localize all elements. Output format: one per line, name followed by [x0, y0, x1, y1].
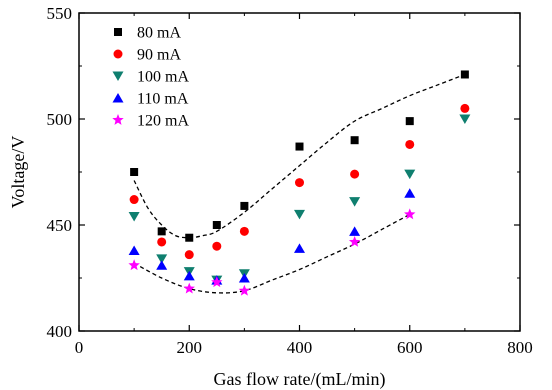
- series-110-ma: [128, 188, 416, 285]
- data-point: [238, 273, 250, 283]
- data-point: [295, 142, 304, 151]
- data-point: [156, 260, 168, 270]
- x-tick-label: 800: [507, 338, 533, 357]
- legend-marker: [112, 93, 124, 103]
- y-tick-label: 550: [47, 4, 73, 23]
- axis-tick-labels: 0 200 400 600 800 400 450 500 550: [47, 4, 533, 357]
- data-point: [349, 197, 361, 207]
- data-point: [460, 70, 469, 79]
- legend-marker: [114, 28, 122, 36]
- y-tick-label: 450: [47, 216, 73, 235]
- data-point: [212, 241, 222, 251]
- series-120-ma: [128, 208, 416, 296]
- legend-label: 110 mA: [137, 91, 189, 108]
- legend-marker: [113, 49, 123, 59]
- data-point: [183, 270, 195, 281]
- data-point: [211, 276, 223, 288]
- legend-label: 80 mA: [137, 25, 181, 42]
- data-point: [157, 237, 167, 247]
- data-point: [128, 212, 140, 222]
- legend-label: 90 mA: [137, 47, 181, 64]
- y-tick-label: 500: [47, 110, 73, 129]
- axis-ticks: [78, 12, 521, 332]
- legend: 80 mA 90 mA 100 mA 110 mA 120 mA: [112, 25, 189, 130]
- series-100-ma: [128, 114, 471, 286]
- data-point: [128, 245, 140, 255]
- data-point: [183, 282, 195, 294]
- data-point: [460, 103, 470, 113]
- data-point: [185, 233, 194, 242]
- data-point: [404, 188, 416, 198]
- data-point: [130, 168, 139, 176]
- x-tick-label: 600: [397, 338, 423, 357]
- data-point: [294, 243, 305, 253]
- data-point: [404, 208, 416, 220]
- data-point: [157, 227, 166, 236]
- x-axis-label: Gas flow rate/(mL/min): [214, 369, 386, 390]
- x-tick-label: 0: [75, 338, 84, 357]
- legend-marker: [112, 71, 124, 81]
- data-point: [294, 209, 305, 220]
- data-point: [459, 114, 471, 124]
- data-point: [350, 169, 360, 179]
- data-point: [239, 226, 249, 236]
- data-point: [240, 201, 249, 210]
- data-points: [128, 70, 471, 296]
- data-point: [156, 254, 168, 264]
- data-point: [348, 235, 361, 247]
- data-point: [404, 169, 416, 180]
- data-point: [295, 178, 304, 188]
- y-tick-label: 400: [47, 322, 73, 341]
- series-80-ma: [130, 70, 469, 242]
- data-point: [349, 226, 361, 236]
- legend-label: 120 mA: [137, 113, 189, 130]
- data-point: [238, 284, 251, 296]
- data-point: [212, 221, 221, 229]
- trend-curves: [133, 73, 466, 294]
- series-90-ma: [129, 103, 470, 260]
- x-tick-label: 200: [177, 338, 203, 357]
- x-tick-label: 400: [287, 338, 313, 357]
- data-point: [405, 139, 415, 149]
- data-point: [128, 259, 140, 271]
- trend-curve: [133, 213, 411, 294]
- trend-curve: [133, 73, 466, 239]
- legend-label: 100 mA: [137, 69, 189, 86]
- data-point: [350, 136, 359, 145]
- data-point: [129, 195, 139, 205]
- data-point: [184, 250, 194, 260]
- legend-marker: [112, 114, 124, 125]
- data-point: [405, 117, 414, 126]
- y-axis-label: Voltage/V: [8, 136, 28, 209]
